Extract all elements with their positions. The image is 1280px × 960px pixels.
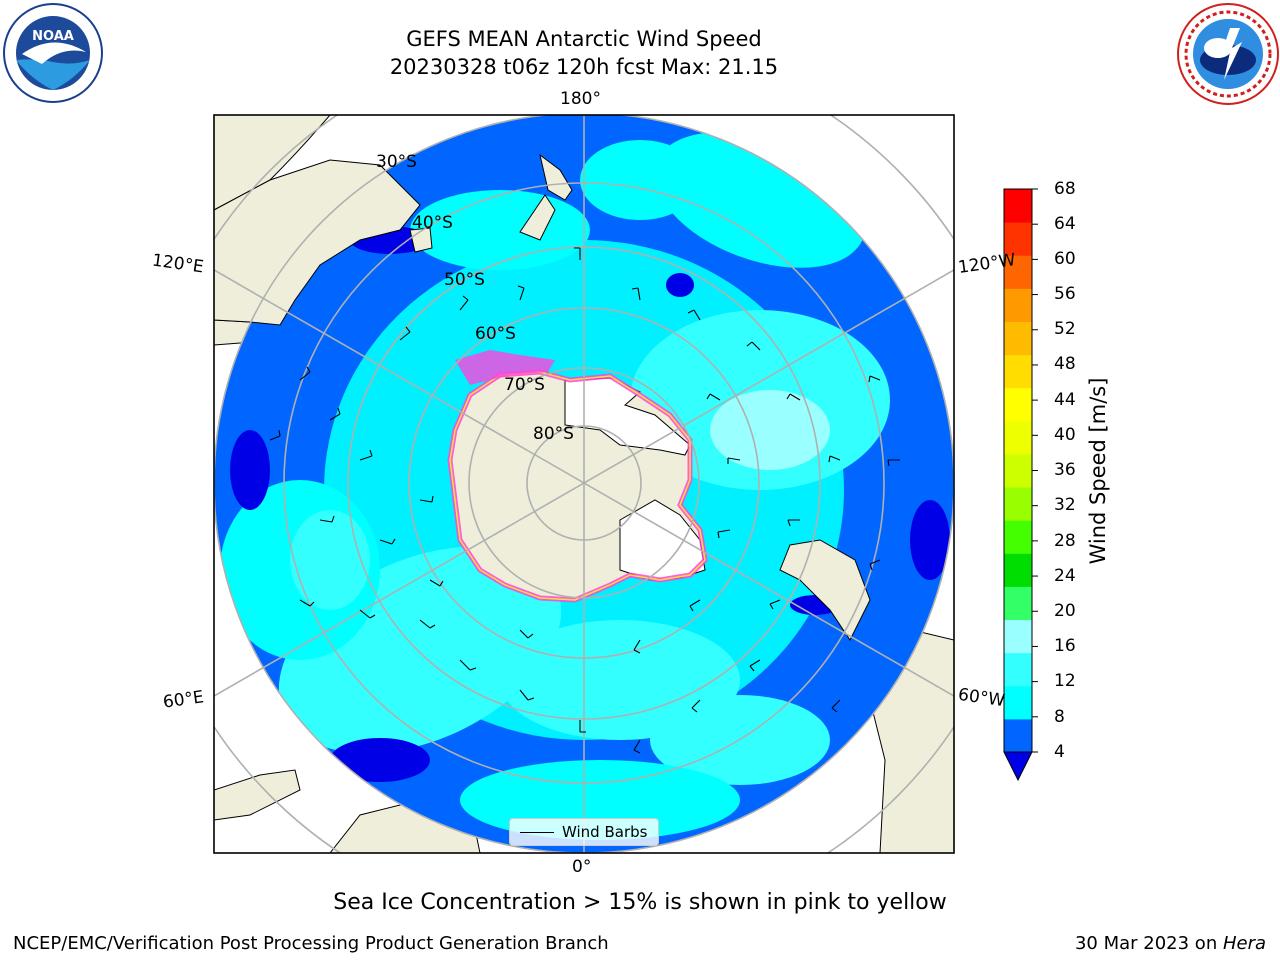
sea-ice-patch [455, 350, 555, 385]
colorbar-band [1004, 586, 1032, 621]
colorbar-band [1004, 288, 1032, 322]
noaa-logo: NOAA [3, 3, 103, 103]
footer-machine: Hera [1222, 933, 1266, 954]
nws-logo [1177, 3, 1279, 105]
colorbar [1003, 189, 1033, 782]
colorbar-tick-4: 4 [1054, 742, 1065, 762]
lat-label-80s: 80°S [533, 424, 574, 444]
land-new-zealand-north [539, 153, 573, 201]
colorbar-band [1004, 321, 1032, 356]
lon-label-0: 0° [572, 857, 592, 877]
colorbar-extension [1003, 751, 1033, 782]
map-title: GEFS MEAN Antarctic Wind Speed [406, 27, 762, 51]
colorbar-tick-36: 36 [1054, 460, 1076, 480]
lat-label-60s: 60°S [475, 324, 516, 344]
footer-date-text: 30 Mar 2023 on [1074, 933, 1223, 954]
lat-label-40s: 40°S [412, 213, 453, 233]
colorbar-tick-32: 32 [1054, 495, 1076, 515]
legend-label: Wind Barbs [562, 823, 648, 841]
colorbar-band [1004, 354, 1032, 389]
wind-barbs [269, 247, 900, 754]
map-frame [213, 114, 955, 854]
colorbar-tick-52: 52 [1054, 319, 1076, 339]
colorbar-tick-68: 68 [1054, 179, 1076, 199]
colorbar-band [1004, 652, 1032, 687]
sea-ice-edge-inner [449, 371, 706, 601]
colorbar-tick-60: 60 [1054, 249, 1076, 269]
graticule [214, 115, 954, 853]
colorbar-tick-44: 44 [1054, 390, 1076, 410]
colorbar-tick-20: 20 [1054, 601, 1076, 621]
colorbar-band [1004, 453, 1032, 488]
wind-barb-legend-line [520, 832, 554, 833]
colorbar-band [1004, 189, 1032, 223]
colorbar-band [1004, 619, 1032, 654]
colorbar-tick-56: 56 [1054, 284, 1076, 304]
colorbar-band [1004, 255, 1032, 289]
colorbar-band [1004, 553, 1032, 587]
land-new-zealand-south [519, 194, 556, 241]
lat-label-30s: 30°S [376, 152, 417, 172]
colorbar-band [1004, 387, 1032, 422]
colorbar-band [1004, 487, 1032, 521]
colorbar-tick-marks [1032, 188, 1038, 753]
colorbar-tick-24: 24 [1054, 566, 1076, 586]
colorbar-tick-16: 16 [1054, 636, 1076, 656]
lon-label-180: 180° [560, 89, 601, 109]
colorbar-band [1004, 718, 1032, 753]
lat-label-70s: 70°S [504, 375, 545, 395]
colorbar-band [1004, 222, 1032, 256]
colorbar-tick-40: 40 [1054, 425, 1076, 445]
colorbar-tick-48: 48 [1054, 354, 1076, 374]
colorbar-tick-28: 28 [1054, 531, 1076, 551]
colorbar-band [1004, 685, 1032, 720]
land-patagonia [779, 539, 871, 641]
lat-label-50s: 50°S [444, 270, 485, 290]
footer-date: 30 Mar 2023 on Hera [1075, 933, 1266, 954]
map-subtitle: 20230328 t06z 120h fcst Max: 21.15 [389, 55, 779, 79]
colorbar-label: Wind Speed [m/s] [1086, 377, 1110, 565]
land-madagascar [214, 769, 301, 821]
colorbar-band [1004, 420, 1032, 455]
map-legend: Wind Barbs [509, 818, 659, 846]
colorbar-tick-64: 64 [1054, 214, 1076, 234]
colorbar-tick-12: 12 [1054, 671, 1076, 691]
noaa-wordmark: NOAA [32, 29, 74, 44]
sea-ice-caption: Sea Ice Concentration > 15% is shown in … [333, 890, 947, 915]
colorbar-band [1004, 520, 1032, 554]
footer-credit: NCEP/EMC/Verification Post Processing Pr… [13, 933, 609, 954]
colorbar-tick-8: 8 [1054, 707, 1065, 727]
